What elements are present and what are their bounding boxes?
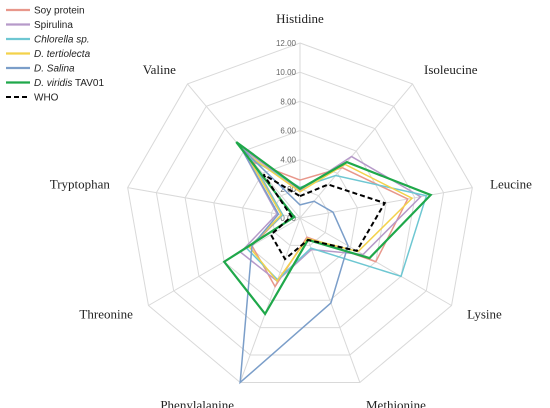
series-line [222,141,433,316]
series-line [239,147,422,283]
grid-ring [184,100,416,329]
axis-label: Lysine [467,307,502,322]
axis-label: Leucine [490,176,532,191]
legend-entry: WHO [34,93,59,104]
axis-label: Isoleucine [424,62,478,77]
tick-label: 10.00 [276,68,297,77]
legend-entry: D. tertiolecta [34,49,91,60]
grid-ring [155,71,445,356]
tick-label: 6.00 [280,127,296,136]
axis-label: Methionine [366,397,426,408]
legend-entry: D. viridis TAV01 [34,78,104,89]
tick-label: 12.00 [276,39,297,48]
axis-label: Phenylalanine [160,397,234,408]
tick-label: 8.00 [280,97,296,106]
legend-entry: Soy protein [34,6,85,17]
grid-spoke [299,83,413,219]
series-line [239,147,349,385]
axis-label: Histidine [276,11,324,26]
tick-label: 4.00 [280,156,296,165]
legend-entry: Chlorella sp. [34,35,90,46]
grid-spoke [239,217,301,383]
axis-labels: Histidine Isoleucine Leucine Lysine Methioni… [50,11,532,408]
legend: Soy protein Spirulina Chlorella sp. D. tert… [6,6,104,104]
legend-entry: D. Salina [34,64,75,75]
series-line [244,152,414,283]
series-line [262,173,387,261]
grid-spoke [127,187,301,219]
axis-label: Threonine [79,307,133,322]
grid-ring [127,42,473,383]
radar-series [222,141,433,385]
axis-label: Valine [143,62,176,77]
tick-label: 0.00 [280,214,296,223]
grid-spoke [299,217,361,383]
axis-label: Tryptophan [50,176,111,191]
legend-entry: Spirulina [34,20,73,31]
grid-spoke [299,187,473,219]
